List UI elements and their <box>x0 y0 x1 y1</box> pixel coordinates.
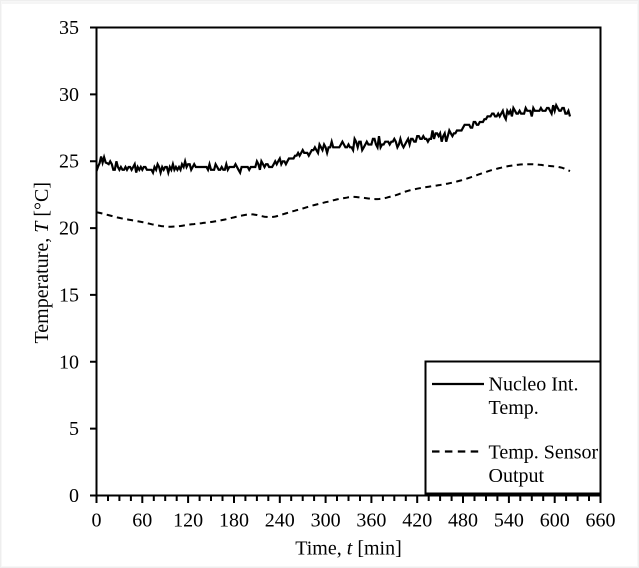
svg-text:Nucleo Int.: Nucleo Int. <box>489 374 579 396</box>
svg-text:240: 240 <box>265 510 295 532</box>
svg-text:Output: Output <box>489 465 545 487</box>
svg-text:660: 660 <box>586 510 616 532</box>
svg-text:15: 15 <box>59 284 79 306</box>
svg-text:0: 0 <box>92 510 102 532</box>
svg-text:60: 60 <box>132 510 152 532</box>
svg-text:35: 35 <box>59 17 79 39</box>
svg-text:30: 30 <box>59 84 79 106</box>
svg-text:480: 480 <box>448 510 478 532</box>
svg-text:20: 20 <box>59 218 79 240</box>
svg-text:5: 5 <box>69 418 79 440</box>
svg-text:Time, t [min]: Time, t [min] <box>295 538 402 560</box>
svg-text:120: 120 <box>173 510 203 532</box>
svg-text:540: 540 <box>494 510 524 532</box>
svg-text:Temp. Sensor: Temp. Sensor <box>489 442 599 464</box>
svg-text:10: 10 <box>59 351 79 373</box>
svg-text:420: 420 <box>402 510 432 532</box>
svg-text:25: 25 <box>59 151 79 173</box>
svg-text:Temperature, T [°C]: Temperature, T [°C] <box>31 182 53 344</box>
svg-text:360: 360 <box>356 510 386 532</box>
svg-text:0: 0 <box>69 485 79 507</box>
svg-text:180: 180 <box>219 510 249 532</box>
svg-text:Temp.: Temp. <box>489 397 539 419</box>
svg-text:600: 600 <box>540 510 570 532</box>
svg-text:300: 300 <box>311 510 341 532</box>
